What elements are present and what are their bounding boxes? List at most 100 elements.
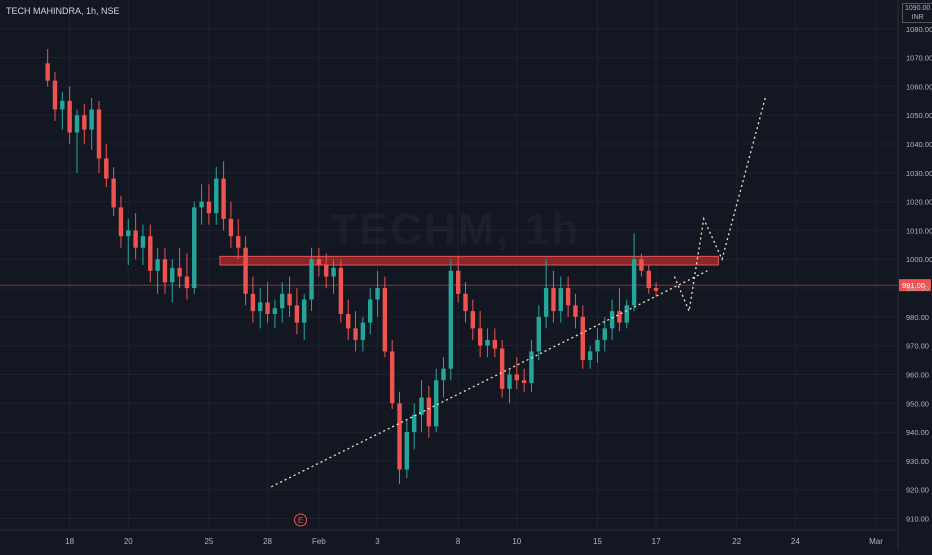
y-axis[interactable]: 910.00 920.00 930.00 940.00 950.00 960.00 970.… [906,25,932,524]
symbol-watermark: TECHM, 1h [330,205,581,254]
candle-body [302,299,307,323]
candle-body [133,230,138,248]
candle-body [609,311,615,329]
candle-body [463,293,468,312]
candle-body [573,305,578,317]
candle-body [507,374,512,389]
candle-body [52,80,58,110]
candle-body [587,351,593,361]
candle-body [74,115,80,133]
candle-body [551,288,556,312]
candle-body [514,374,520,381]
projection-path [673,94,767,314]
candle-body [309,259,314,300]
candle-body [206,201,212,214]
candle-body [199,201,204,208]
y-tick-label: 1020.00 [906,198,932,207]
candle-body [565,288,571,306]
candle-body [162,259,168,283]
candle-body [67,100,72,133]
candle-body [170,267,175,283]
candle-body [60,100,65,110]
y-tick-label: 960.00 [906,370,929,379]
candle-body [397,403,402,470]
x-tick-label: Mar [869,537,883,546]
y-tick-label: 980.00 [906,313,929,322]
candle-body [280,293,285,309]
candle-body [155,259,160,271]
candle-body [360,322,366,340]
y-tick-label: 970.00 [906,342,929,351]
candle-body [214,178,219,214]
currency-top-price: 1090.00 [905,5,931,12]
candle-body [389,351,395,404]
candle-body [521,380,527,384]
currency-badge[interactable]: 1090.00 INR [902,3,932,23]
x-tick-label: 18 [65,537,74,546]
candle-body [126,230,131,237]
candle-body [287,293,292,306]
y-tick-label: 1010.00 [906,226,932,235]
candle-body [477,328,483,346]
candle-body [250,293,256,312]
candle-body [111,178,116,208]
candle-body [595,339,600,352]
candle-body [367,299,373,323]
candle-body [353,328,358,340]
candle-body [646,270,651,289]
candle-body [653,288,659,291]
y-tick-label: 910.00 [906,514,929,523]
candle-body [316,259,322,265]
trendlines [270,94,767,488]
earnings-marker[interactable]: E [294,513,308,527]
x-tick-label: Feb [312,537,326,546]
candle-body [118,207,124,237]
y-tick-label: 920.00 [906,486,929,495]
x-tick-label: 22 [732,537,741,546]
candle-body [485,339,490,346]
candle-body [331,267,336,277]
event-label: E [298,516,303,525]
y-tick-label: 930.00 [906,457,929,466]
chart-title: TECH MAHINDRA, 1h, NSE [6,6,120,16]
y-tick-label: 1040.00 [906,140,932,149]
price-tag-label: 991.00 [902,281,925,290]
candle-body [243,247,248,294]
candle-body [624,305,629,323]
x-tick-label: 15 [593,537,602,546]
x-tick-label: 25 [204,537,213,546]
candle-body [529,351,534,384]
x-axis[interactable]: 18 20 25 28 Feb 3 8 10 15 17 22 24 Mar [65,537,883,546]
x-tick-label: 3 [375,537,380,546]
candle-body [441,368,446,381]
candle-body [470,311,476,329]
x-tick-label: 17 [652,537,661,546]
y-tick-label: 1070.00 [906,54,932,63]
y-tick-label: 990.00 [906,284,929,293]
candle-body [45,63,50,81]
candle-body [455,270,461,294]
candle-body [617,311,622,323]
candle-body [631,259,637,306]
y-tick-label: 950.00 [906,399,929,408]
y-tick-label: 1000.00 [906,255,932,264]
event-circle [294,513,308,527]
candle-body [558,288,563,312]
candle-body [492,339,498,349]
candle-body [346,313,351,329]
candle-body [96,109,102,159]
x-tick-label: 24 [791,537,800,546]
y-tick-label: 1060.00 [906,82,932,91]
candle-body [324,265,329,277]
candle-body [82,115,87,130]
candle-body [258,302,263,312]
price-tag [899,279,931,292]
candle-body [236,236,241,248]
candle-body [104,158,109,179]
x-tick-label: 8 [456,537,461,546]
candle-body [602,328,607,340]
candle-body [140,236,146,248]
candle-body [448,270,454,369]
